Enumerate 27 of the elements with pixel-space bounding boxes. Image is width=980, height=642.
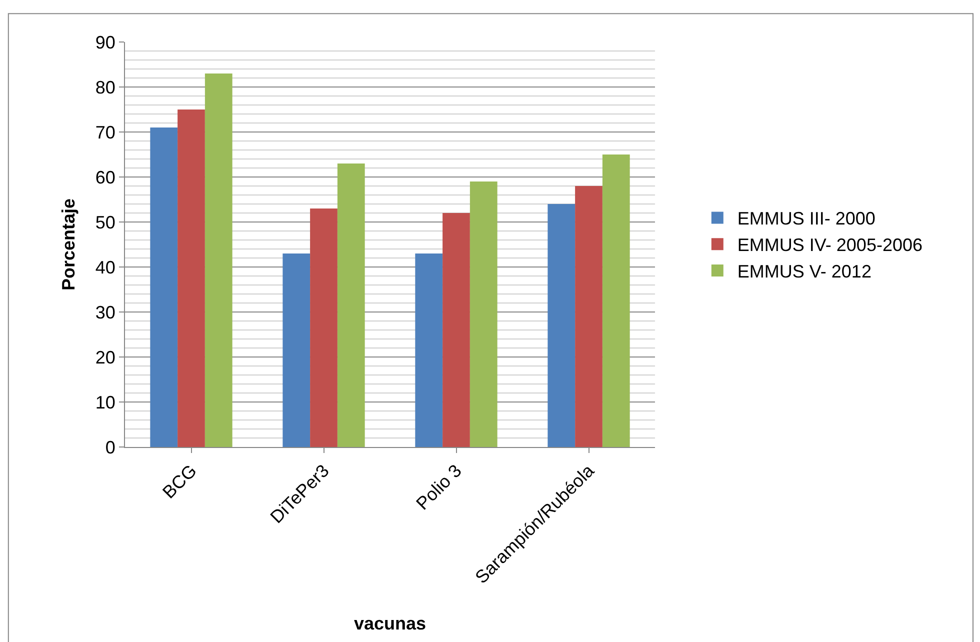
y-tick-label: 40 xyxy=(95,257,116,278)
y-tick-label: 10 xyxy=(95,392,116,412)
y-tick-label: 70 xyxy=(95,122,116,142)
bar xyxy=(548,204,576,447)
bar xyxy=(602,154,630,447)
bar xyxy=(310,208,338,447)
bar xyxy=(575,186,602,447)
bar xyxy=(282,254,310,447)
bar xyxy=(337,164,365,447)
y-axis-title: Porcentaje xyxy=(58,198,79,291)
y-tick-label: 60 xyxy=(95,167,116,188)
bar xyxy=(178,110,205,447)
bar xyxy=(470,182,498,447)
y-tick-label: 90 xyxy=(95,32,116,52)
x-axis-title: vacunas xyxy=(354,613,426,634)
y-tick-label: 80 xyxy=(95,77,116,98)
legend-label: EMMUS III- 2000 xyxy=(737,208,876,229)
bar xyxy=(442,213,470,447)
y-tick-label: 20 xyxy=(95,347,116,368)
bar xyxy=(415,254,443,447)
y-tick-label: 50 xyxy=(95,212,116,232)
y-tick-label: 0 xyxy=(105,437,116,458)
legend-label: EMMUS V- 2012 xyxy=(737,262,872,282)
bar xyxy=(204,74,232,447)
bar xyxy=(150,128,178,447)
legend-label: EMMUS IV- 2005-2006 xyxy=(737,235,922,256)
y-tick-label: 30 xyxy=(95,302,116,322)
